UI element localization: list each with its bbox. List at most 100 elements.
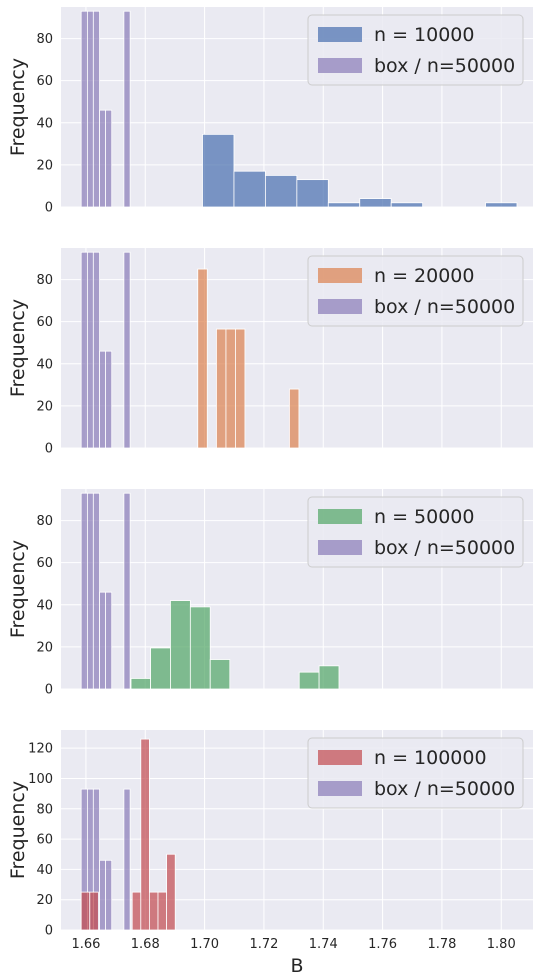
histogram-bar xyxy=(99,109,106,208)
histogram-bar xyxy=(123,788,131,931)
y-axis-label: Frequency xyxy=(7,540,29,638)
legend-entry-label: n = 10000 xyxy=(374,24,474,46)
y-tick-label: 40 xyxy=(36,863,53,878)
series-main xyxy=(197,268,300,449)
histogram-bar xyxy=(80,251,88,449)
histogram-bar xyxy=(105,109,113,208)
histogram-bar xyxy=(157,891,168,931)
legend-entry-label: box / n=50000 xyxy=(374,55,515,77)
series-box xyxy=(80,251,131,449)
x-tick-label: 1.66 xyxy=(71,937,100,952)
histogram-bar xyxy=(359,198,392,208)
y-tick-label: 40 xyxy=(36,357,53,372)
legend-swatch xyxy=(318,781,362,796)
legend: n = 100000 box / n=50000 xyxy=(307,737,524,809)
y-tick-label: 60 xyxy=(36,315,53,330)
legend-entry-label: n = 50000 xyxy=(374,506,474,528)
histogram-bar xyxy=(131,891,142,931)
series-box xyxy=(80,788,131,931)
x-tick-label: 1.70 xyxy=(190,937,219,952)
y-tick-label: 0 xyxy=(45,683,53,698)
histogram-bar xyxy=(235,328,246,449)
histogram-bar xyxy=(89,891,99,931)
histogram-bar xyxy=(166,853,176,931)
histogram-bar xyxy=(265,175,298,208)
histogram-bar xyxy=(209,659,231,690)
histogram-bar xyxy=(289,388,300,449)
legend-entry-label: box / n=50000 xyxy=(374,537,515,559)
subplot-1: 0 20 40 60 80 Frequency n = 10000 box / n=50000 xyxy=(7,7,533,216)
x-tick-label: 1.74 xyxy=(309,937,338,952)
series-box xyxy=(80,10,131,208)
y-axis-label: Frequency xyxy=(7,299,29,397)
y-tick-label: 20 xyxy=(36,893,53,908)
y-tick-label: 120 xyxy=(28,742,53,757)
histogram-bar xyxy=(87,251,94,449)
histogram-bar xyxy=(92,492,100,690)
y-tick-label: 20 xyxy=(36,158,53,173)
histogram-bar xyxy=(202,133,235,208)
histogram-bar xyxy=(87,492,94,690)
y-tick-label: 100 xyxy=(28,772,53,787)
histogram-bar xyxy=(80,10,88,208)
histogram-bar xyxy=(123,492,131,690)
y-tick-label: 20 xyxy=(36,640,53,655)
histogram-bar xyxy=(130,678,151,690)
legend-entry-label: n = 100000 xyxy=(374,747,487,769)
histogram-bar xyxy=(80,891,91,931)
histogram-bar xyxy=(170,600,191,690)
legend-swatch xyxy=(318,299,362,314)
y-tick-label: 80 xyxy=(36,32,53,47)
series-main xyxy=(80,738,176,931)
legend: n = 10000 box / n=50000 xyxy=(307,14,524,86)
histogram-bar xyxy=(92,10,100,208)
histogram-bar xyxy=(189,606,211,690)
histogram-bar xyxy=(99,859,106,931)
histogram-bar xyxy=(485,202,518,208)
y-tick-label: 0 xyxy=(45,924,53,939)
x-tick-label: 1.76 xyxy=(368,937,397,952)
subplot-3: 0 20 40 60 80 Frequency n = 50000 box / n=50000 xyxy=(7,489,533,698)
x-tick-label: 1.80 xyxy=(487,937,516,952)
y-tick-label: 80 xyxy=(36,802,53,817)
y-tick-label: 80 xyxy=(36,273,53,288)
histogram-bar xyxy=(225,328,236,449)
legend: n = 20000 box / n=50000 xyxy=(307,255,524,327)
histogram-bar xyxy=(99,591,106,690)
x-tick-label: 1.72 xyxy=(249,937,278,952)
legend-swatch xyxy=(318,540,362,555)
legend-swatch xyxy=(318,268,362,283)
y-tick-label: 20 xyxy=(36,399,53,414)
y-axis-label: Frequency xyxy=(7,781,29,879)
y-tick-label: 40 xyxy=(36,598,53,613)
histogram-bar xyxy=(296,179,329,208)
histogram-bar xyxy=(197,268,208,449)
series-box xyxy=(80,492,131,690)
histogram-bar xyxy=(150,647,171,690)
y-tick-label: 80 xyxy=(36,514,53,529)
histogram-bar xyxy=(318,665,340,690)
histogram-bar xyxy=(80,492,88,690)
histogram-bar xyxy=(123,251,131,449)
y-tick-label: 40 xyxy=(36,116,53,131)
legend-swatch xyxy=(318,750,362,765)
y-tick-label: 0 xyxy=(45,442,53,457)
y-tick-label: 0 xyxy=(45,201,53,216)
x-tick-label: 1.68 xyxy=(131,937,160,952)
y-tick-label: 60 xyxy=(36,556,53,571)
legend: n = 50000 box / n=50000 xyxy=(307,496,524,568)
subplot-2: 0 20 40 60 80 Frequency n = 20000 box / n=50000 xyxy=(7,248,533,457)
x-axis-label: B xyxy=(290,955,303,977)
legend-swatch xyxy=(318,58,362,73)
subplot-4: 0 20 40 60 80 100 120 Frequency n = 100000 box / … xyxy=(7,730,533,977)
histogram-bar xyxy=(140,738,150,931)
histogram-bar xyxy=(105,350,113,449)
histogram-bar xyxy=(92,251,100,449)
histogram-bar xyxy=(233,170,266,208)
histogram-bar xyxy=(327,202,361,208)
histogram-bar xyxy=(390,202,424,208)
histogram-bar xyxy=(298,671,320,690)
y-axis-label: Frequency xyxy=(7,58,29,156)
histogram-bar xyxy=(123,10,131,208)
